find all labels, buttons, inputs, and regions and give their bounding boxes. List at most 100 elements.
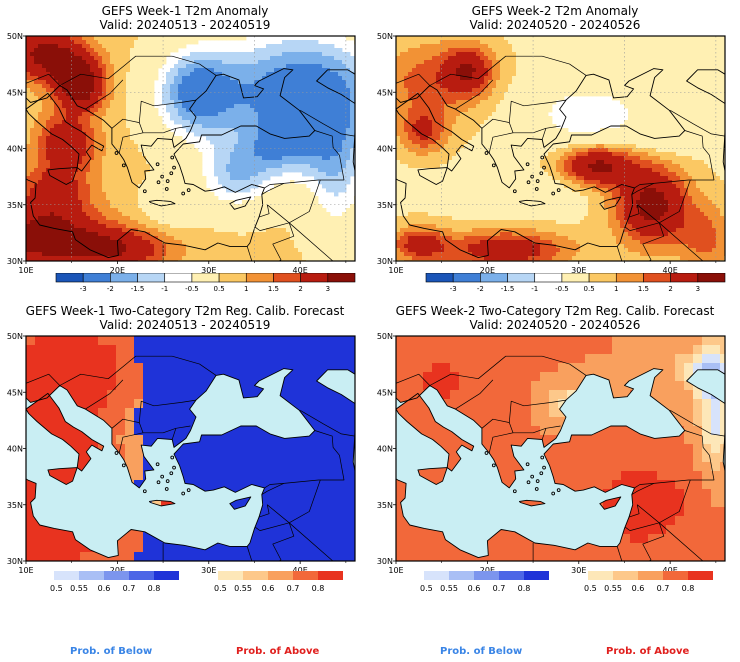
anomaly-cell: [222, 56, 227, 61]
anomaly-cell: [270, 244, 275, 249]
anomaly-cell: [250, 180, 255, 185]
anomaly-cell: [130, 252, 135, 257]
anomaly-cell: [680, 52, 685, 57]
anomaly-cell: [262, 176, 267, 181]
anomaly-cell: [146, 68, 151, 73]
anomaly-cell: [314, 140, 319, 145]
anomaly-cell: [322, 164, 327, 169]
anomaly-cell: [26, 112, 31, 117]
anomaly-cell: [34, 148, 39, 153]
anomaly-cell: [118, 220, 123, 225]
anomaly-cell: [134, 72, 139, 77]
anomaly-cell: [286, 164, 291, 169]
anomaly-cell: [338, 124, 343, 129]
anomaly-cell: [86, 200, 91, 205]
anomaly-cell: [82, 64, 87, 69]
anomaly-cell: [194, 248, 199, 253]
anomaly-cell: [102, 80, 107, 85]
anomaly-cell: [310, 96, 315, 101]
anomaly-cell: [294, 88, 299, 93]
anomaly-cell: [30, 120, 35, 125]
anomaly-cell: [274, 72, 279, 77]
anomaly-cell: [282, 256, 287, 261]
anomaly-cell: [210, 192, 215, 197]
anomaly-cell: [342, 108, 347, 113]
anomaly-cell: [58, 200, 63, 205]
anomaly-cell: [504, 36, 509, 41]
anomaly-cell: [222, 96, 227, 101]
anomaly-cell: [238, 68, 243, 73]
anomaly-cell: [286, 92, 291, 97]
anomaly-cell: [318, 168, 323, 173]
anomaly-cell: [50, 188, 55, 193]
anomaly-cell: [246, 152, 251, 157]
anomaly-cell: [664, 44, 669, 49]
anomaly-cell: [700, 36, 705, 41]
anomaly-cell: [342, 88, 347, 93]
anomaly-cell: [278, 204, 283, 209]
anomaly-cell: [134, 88, 139, 93]
anomaly-cell: [214, 252, 219, 257]
anomaly-cell: [298, 188, 303, 193]
anomaly-cell: [138, 64, 143, 69]
anomaly-cell: [318, 116, 323, 121]
anomaly-cell: [468, 52, 473, 57]
anomaly-cell: [600, 36, 605, 41]
anomaly-cell: [266, 216, 271, 221]
anomaly-cell: [114, 216, 119, 221]
anomaly-cell: [202, 120, 207, 125]
anomaly-cell: [428, 36, 433, 41]
anomaly-cell: [58, 96, 63, 101]
anomaly-cell: [258, 164, 263, 169]
anomaly-cell: [114, 228, 119, 233]
anomaly-cell: [42, 252, 47, 257]
anomaly-cell: [178, 40, 183, 45]
anomaly-cell: [58, 244, 63, 249]
anomaly-cell: [90, 172, 95, 177]
anomaly-cell: [644, 52, 649, 57]
anomaly-cell: [206, 104, 211, 109]
anomaly-cell: [258, 88, 263, 93]
anomaly-cell: [110, 120, 115, 125]
anomaly-cell: [94, 60, 99, 65]
anomaly-cell: [218, 176, 223, 181]
anomaly-cell: [342, 92, 347, 97]
anomaly-cell: [94, 248, 99, 253]
anomaly-cell: [194, 68, 199, 73]
anomaly-cell: [338, 64, 343, 69]
anomaly-cell: [226, 172, 231, 177]
anomaly-cell: [338, 48, 343, 53]
anomaly-cell: [78, 44, 83, 49]
anomaly-cell: [66, 116, 71, 121]
anomaly-cell: [290, 164, 295, 169]
anomaly-cell: [242, 228, 247, 233]
anomaly-cell: [416, 52, 421, 57]
anomaly-cell: [150, 192, 155, 197]
anomaly-cell: [282, 104, 287, 109]
anomaly-cell: [194, 64, 199, 69]
anomaly-cell: [306, 124, 311, 129]
anomaly-cell: [274, 200, 279, 205]
island: [165, 179, 170, 183]
anomaly-cell: [294, 156, 299, 161]
anomaly-cell: [624, 56, 629, 61]
anomaly-cell: [508, 52, 513, 57]
anomaly-cell: [182, 156, 187, 161]
anomaly-cell: [262, 52, 267, 57]
anomaly-cell: [142, 184, 147, 189]
anomaly-cell: [98, 128, 103, 133]
anomaly-cell: [464, 44, 469, 49]
anomaly-cell: [322, 248, 327, 253]
anomaly-cell: [696, 44, 701, 49]
anomaly-cell: [326, 64, 331, 69]
anomaly-cell: [98, 72, 103, 77]
anomaly-cell: [130, 208, 135, 213]
anomaly-cell: [258, 148, 263, 153]
anomaly-cell: [102, 244, 107, 249]
anomaly-cell: [222, 152, 227, 157]
anomaly-cell: [496, 48, 501, 53]
anomaly-cell: [138, 244, 143, 249]
anomaly-cell: [338, 116, 343, 121]
anomaly-cell: [334, 184, 339, 189]
anomaly-cell: [122, 112, 127, 117]
